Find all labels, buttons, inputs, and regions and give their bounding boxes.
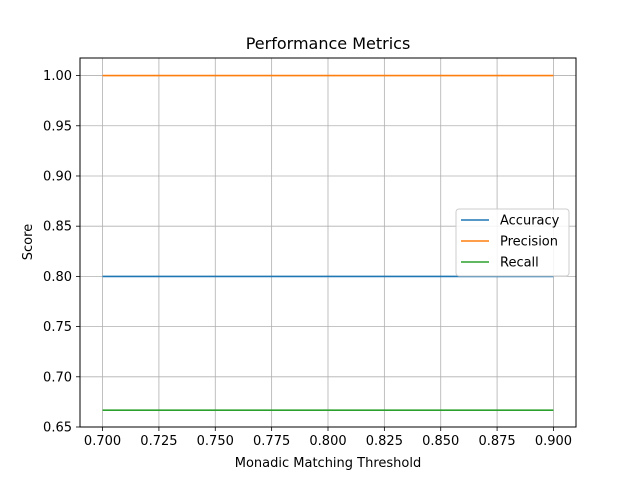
x-tick-label: 0.750 bbox=[197, 434, 234, 449]
legend: Accuracy Precision Recall bbox=[455, 208, 570, 277]
y-axis-ticks: 0.65 0.70 0.75 0.80 0.85 0.90 0.95 1.00 bbox=[43, 69, 80, 436]
legend-box bbox=[455, 208, 570, 277]
chart-title: Performance Metrics bbox=[246, 34, 411, 53]
x-axis-ticks: 0.700 0.725 0.750 0.775 0.800 0.825 0.850 0.875… bbox=[84, 427, 572, 449]
x-tick-label: 0.850 bbox=[422, 434, 459, 449]
x-tick-label: 0.725 bbox=[140, 434, 177, 449]
x-axis-label: Monadic Matching Threshold bbox=[235, 456, 422, 471]
y-tick-label: 0.85 bbox=[43, 220, 72, 235]
y-tick-label: 0.70 bbox=[43, 370, 72, 385]
x-tick-label: 0.700 bbox=[84, 434, 121, 449]
x-tick-label: 0.825 bbox=[366, 434, 403, 449]
y-tick-label: 0.90 bbox=[43, 169, 72, 184]
y-tick-label: 0.65 bbox=[43, 421, 72, 436]
legend-label-accuracy: Accuracy bbox=[500, 214, 560, 229]
y-tick-label: 0.95 bbox=[43, 119, 72, 134]
x-tick-label: 0.900 bbox=[535, 434, 572, 449]
y-tick-label: 1.00 bbox=[43, 69, 72, 84]
legend-label-recall: Recall bbox=[500, 256, 539, 271]
y-tick-label: 0.75 bbox=[43, 320, 72, 335]
x-tick-label: 0.875 bbox=[478, 434, 515, 449]
y-tick-label: 0.80 bbox=[43, 270, 72, 285]
x-tick-label: 0.775 bbox=[253, 434, 290, 449]
legend-label-precision: Precision bbox=[500, 235, 558, 250]
x-tick-label: 0.800 bbox=[309, 434, 346, 449]
y-axis-label: Score bbox=[21, 224, 36, 260]
